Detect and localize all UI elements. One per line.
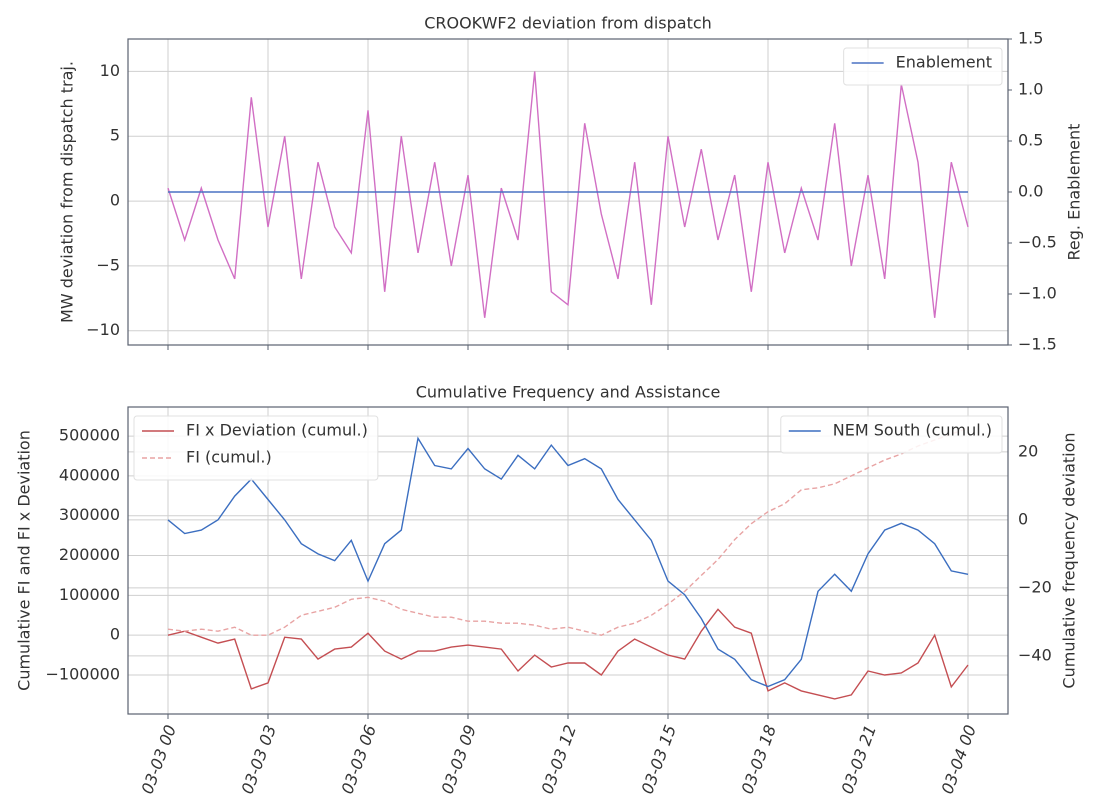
y-tick-label: 200000 (59, 545, 120, 564)
x-tick-label: 03-03 00 (138, 722, 180, 796)
plot-frame (127, 38, 1009, 346)
y2-axis-label: Reg. Enablement (1065, 124, 1084, 261)
x-tick-label: 03-03 03 (238, 722, 280, 796)
y-tick-label: 10 (100, 61, 120, 80)
legend-box (133, 415, 379, 481)
y2-tick-label: −1.0 (1018, 284, 1057, 303)
y-tick-label: 300000 (59, 505, 120, 524)
x-tick-label: 03-03 21 (838, 722, 880, 796)
data-line (167, 71, 969, 318)
y-tick-label: −5 (96, 255, 120, 274)
legend-label: FI (cumul.) (186, 448, 272, 467)
legend: Enablement (843, 47, 1003, 86)
x-tick-label: 03-03 12 (538, 722, 580, 796)
y-tick-label: 500000 (59, 426, 120, 445)
plot-frame (127, 406, 1009, 715)
y2-tick-label: −40 (1018, 645, 1052, 664)
y-tick-label: 100000 (59, 585, 120, 604)
data-line (167, 436, 969, 688)
legend-box (843, 47, 1003, 86)
y-axis-label: MW deviation from dispatch traj. (58, 61, 77, 323)
y-tick-label: 5 (110, 126, 120, 145)
y-tick-label: 0 (110, 625, 120, 644)
data-line (167, 608, 969, 700)
y2-axis-label: Cumulative frequency deviation (1060, 432, 1079, 688)
y-axis-label: Cumulative FI and FI x Deviation (15, 430, 34, 691)
x-tick-label: 03-03 18 (738, 722, 780, 796)
y-tick-label: −10 (86, 320, 120, 339)
x-tick-label: 03-03 06 (338, 722, 380, 796)
y-tick-label: 400000 (59, 465, 120, 484)
x-tick-label: 03-03 09 (438, 722, 480, 796)
y-tick-label: −100000 (46, 664, 120, 683)
y2-tick-label: 0.0 (1018, 182, 1043, 201)
x-tick-label: 03-04 00 (938, 722, 980, 796)
y2-tick-label: −0.5 (1018, 233, 1057, 252)
y2-tick-label: 1.5 (1018, 29, 1043, 48)
chart-title: CROOKWF2 deviation from dispatch (424, 14, 712, 33)
y-tick-label: 0 (110, 191, 120, 210)
legend-box (780, 415, 1003, 454)
y2-tick-label: 20 (1018, 441, 1038, 460)
legend-label: FI x Deviation (cumul.) (186, 421, 368, 440)
y2-tick-label: 1.0 (1018, 80, 1043, 99)
chart-title: Cumulative Frequency and Assistance (416, 383, 721, 402)
y2-tick-label: 0 (1018, 509, 1028, 528)
legend-label: Enablement (896, 53, 992, 72)
y2-tick-label: 0.5 (1018, 131, 1043, 150)
legend: FI x Deviation (cumul.) FI (cumul.) (133, 415, 379, 481)
legend-label: NEM South (cumul.) (833, 421, 992, 440)
y2-tick-label: −1.5 (1018, 335, 1057, 354)
x-tick-label: 03-03 15 (638, 722, 680, 796)
legend: NEM South (cumul.) (780, 415, 1003, 454)
y2-tick-label: −20 (1018, 577, 1052, 596)
